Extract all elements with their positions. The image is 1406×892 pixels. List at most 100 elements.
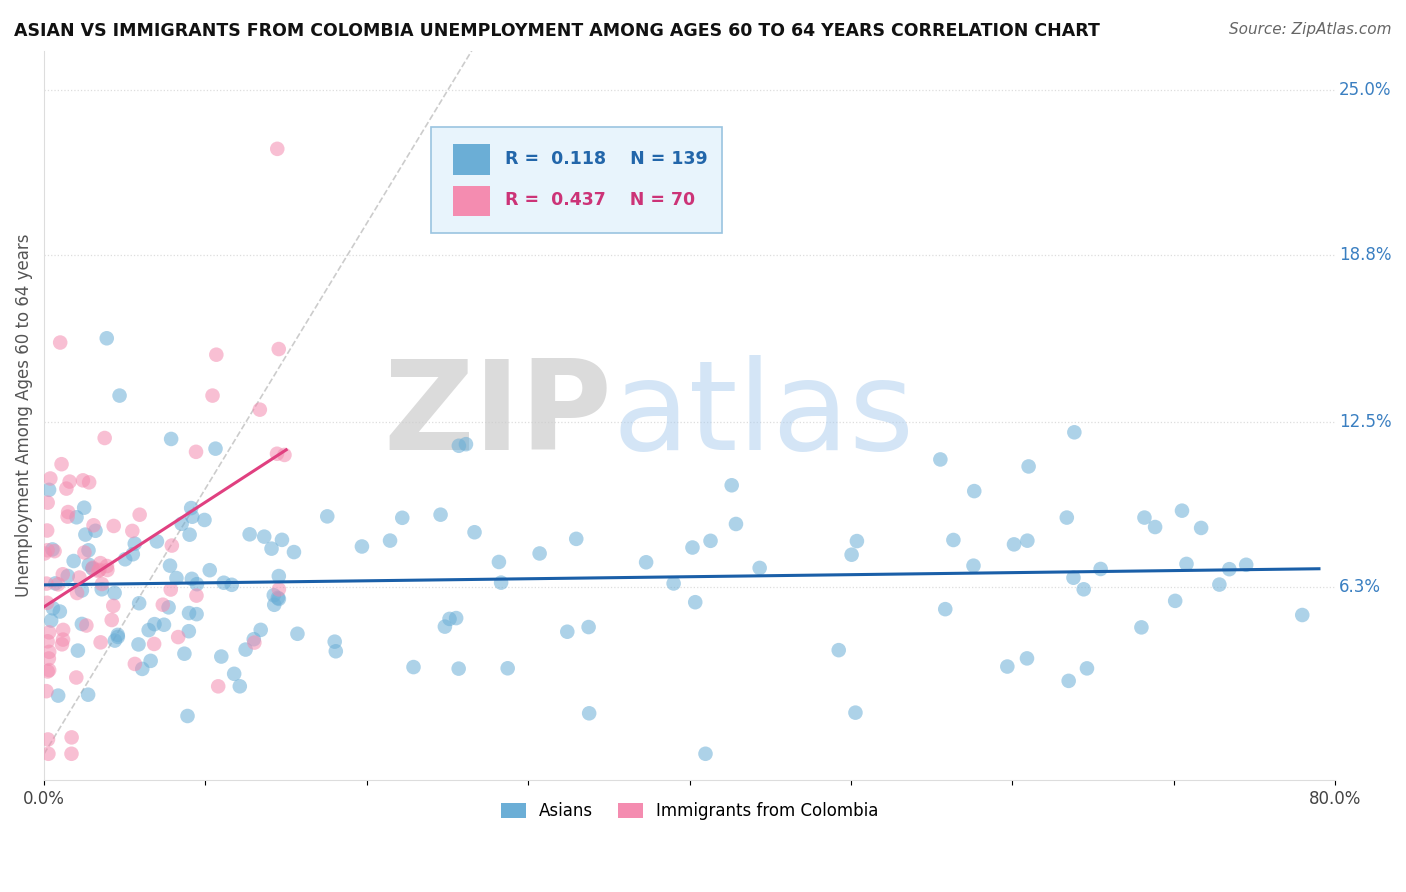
Immigrants from Colombia: [89, 563, 111, 577]
Asians: [350, 540, 373, 554]
Immigrants from Colombia: [52, 623, 75, 637]
Asians: [578, 620, 600, 634]
Immigrants from Colombia: [243, 635, 266, 649]
Immigrants from Colombia: [266, 447, 288, 461]
Asians: [139, 654, 162, 668]
Asians: [193, 513, 215, 527]
Asians: [44, 576, 66, 591]
Immigrants from Colombia: [66, 586, 89, 600]
Immigrants from Colombia: [205, 348, 228, 362]
Immigrants from Colombia: [60, 731, 83, 745]
Asians: [146, 534, 169, 549]
Immigrants from Colombia: [184, 445, 207, 459]
Asians: [271, 533, 294, 547]
Immigrants from Colombia: [77, 475, 100, 490]
Asians: [316, 509, 339, 524]
Immigrants from Colombia: [46, 577, 69, 591]
Immigrants from Colombia: [96, 559, 118, 574]
Bar: [453, 186, 489, 216]
Asians: [209, 649, 232, 664]
Immigrants from Colombia: [91, 577, 114, 591]
Immigrants from Colombia: [143, 637, 166, 651]
Asians: [283, 545, 305, 559]
Asians: [1015, 651, 1038, 665]
Asians: [159, 558, 181, 573]
Immigrants from Colombia: [103, 519, 125, 533]
Asians: [1144, 520, 1167, 534]
Asians: [143, 617, 166, 632]
Asians: [402, 660, 425, 674]
Asians: [198, 563, 221, 577]
Asians: [325, 644, 347, 658]
Y-axis label: Unemployment Among Ages 60 to 64 years: Unemployment Among Ages 60 to 64 years: [15, 234, 32, 598]
Asians: [153, 617, 176, 632]
Text: R =  0.118    N = 139: R = 0.118 N = 139: [505, 150, 707, 168]
Asians: [177, 624, 200, 639]
Text: 18.8%: 18.8%: [1339, 246, 1392, 264]
Asians: [636, 555, 658, 569]
Immigrants from Colombia: [60, 747, 83, 761]
Immigrants from Colombia: [273, 448, 295, 462]
Immigrants from Colombia: [55, 482, 77, 496]
Asians: [204, 442, 226, 456]
Asians: [82, 561, 104, 575]
Asians: [962, 558, 984, 573]
Immigrants from Colombia: [37, 732, 59, 747]
Asians: [439, 612, 461, 626]
Asians: [41, 542, 63, 557]
Text: 25.0%: 25.0%: [1339, 81, 1392, 100]
FancyBboxPatch shape: [432, 128, 721, 233]
Asians: [108, 388, 131, 402]
Asians: [77, 558, 100, 572]
Immigrants from Colombia: [44, 544, 66, 558]
Immigrants from Colombia: [67, 570, 90, 584]
Asians: [555, 624, 578, 639]
Immigrants from Colombia: [39, 471, 62, 485]
Immigrants from Colombia: [73, 545, 96, 559]
Asians: [1234, 558, 1257, 572]
Asians: [267, 569, 290, 583]
Asians: [695, 747, 717, 761]
Asians: [1063, 571, 1085, 585]
Immigrants from Colombia: [201, 388, 224, 402]
Asians: [180, 572, 202, 586]
Asians: [724, 516, 747, 531]
Immigrants from Colombia: [34, 546, 56, 560]
Asians: [173, 647, 195, 661]
Asians: [260, 541, 283, 556]
Asians: [844, 706, 866, 720]
Immigrants from Colombia: [38, 645, 60, 659]
Asians: [1090, 562, 1112, 576]
Immigrants from Colombia: [35, 684, 58, 698]
Immigrants from Colombia: [249, 402, 271, 417]
Asians: [378, 533, 401, 548]
Asians: [391, 510, 413, 524]
Asians: [1218, 562, 1240, 576]
Immigrants from Colombia: [103, 599, 125, 613]
Immigrants from Colombia: [37, 524, 59, 538]
Asians: [62, 554, 84, 568]
Asians: [70, 617, 93, 632]
Asians: [138, 623, 160, 637]
Asians: [114, 552, 136, 566]
Immigrants from Colombia: [267, 582, 290, 597]
Asians: [1063, 425, 1085, 440]
Immigrants from Colombia: [37, 634, 59, 648]
Asians: [1164, 594, 1187, 608]
Asians: [1171, 503, 1194, 517]
Immigrants from Colombia: [82, 561, 104, 575]
Asians: [447, 662, 470, 676]
Immigrants from Colombia: [186, 589, 208, 603]
Asians: [176, 709, 198, 723]
Asians: [929, 452, 952, 467]
Asians: [463, 525, 485, 540]
Asians: [1073, 582, 1095, 597]
Asians: [1017, 533, 1039, 548]
Asians: [447, 439, 470, 453]
Asians: [165, 571, 187, 585]
Immigrants from Colombia: [100, 613, 122, 627]
Immigrants from Colombia: [51, 637, 73, 651]
Asians: [683, 595, 706, 609]
Immigrants from Colombia: [87, 564, 110, 578]
Asians: [242, 632, 264, 647]
